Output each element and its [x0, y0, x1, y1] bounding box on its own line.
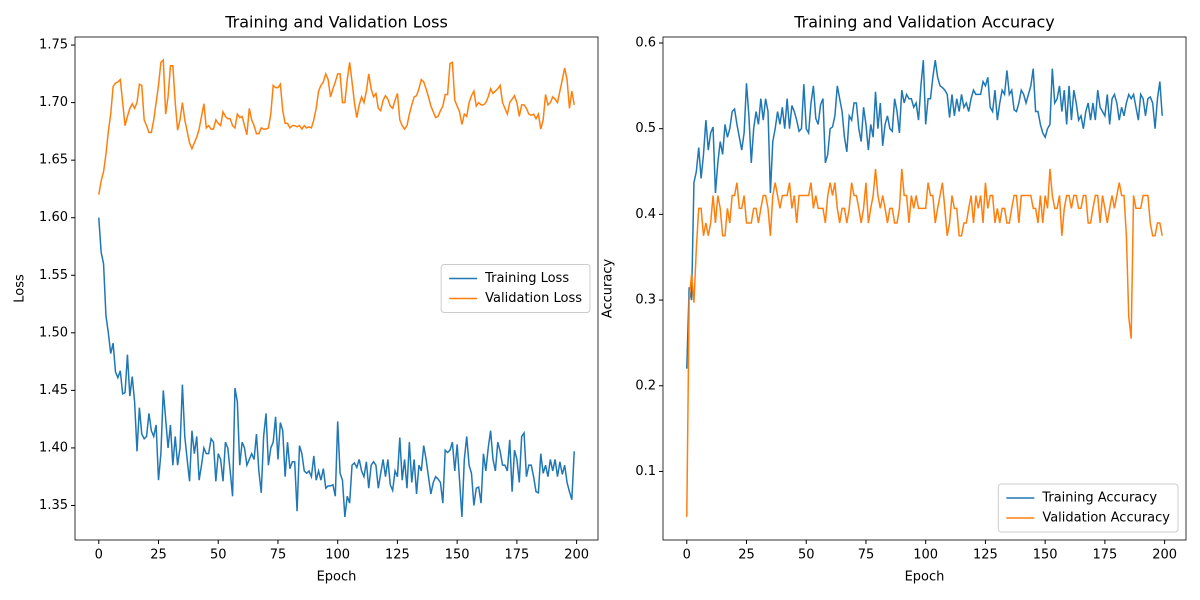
y-axis-label: Accuracy: [601, 259, 616, 319]
x-tick-label: 25: [738, 548, 755, 563]
x-axis-label: Epoch: [905, 570, 945, 585]
legend-box: [440, 264, 591, 313]
axes-frame: [662, 36, 1187, 541]
x-tick-label: 25: [150, 548, 167, 563]
legend-label: Training Accuracy: [1041, 491, 1157, 506]
series-line: [98, 58, 575, 195]
x-tick-label: 0: [95, 548, 103, 563]
y-tick-label: 1.40: [39, 440, 68, 455]
y-tick-label: 1.75: [39, 38, 68, 53]
y-tick-label: 1.45: [39, 383, 68, 398]
x-tick-label: 75: [858, 548, 875, 563]
x-tick-label: 200: [1152, 548, 1177, 563]
y-tick-label: 1.60: [39, 210, 68, 225]
legend: Training Loss Validation Loss: [440, 264, 591, 313]
legend: Training Accuracy Validation Accuracy: [997, 483, 1179, 533]
x-tick-label: 50: [798, 548, 815, 563]
x-tick-label: 125: [385, 548, 410, 563]
x-tick-label: 100: [913, 548, 938, 563]
legend-label: Training Loss: [484, 271, 569, 286]
chart-title: Training and Validation Loss: [224, 13, 448, 32]
legend-label: Validation Loss: [485, 291, 582, 306]
y-tick-label: 0.5: [635, 121, 656, 136]
chart-title: Training and Validation Accuracy: [793, 13, 1055, 32]
y-tick-label: 0.3: [635, 293, 656, 308]
y-tick-label: 1.70: [39, 95, 68, 110]
series-line: [686, 60, 1163, 369]
x-tick-label: 50: [210, 548, 227, 563]
y-tick-label: 0.1: [635, 464, 656, 479]
x-tick-label: 150: [1033, 548, 1058, 563]
x-tick-label: 125: [973, 548, 998, 563]
x-tick-label: 175: [1092, 548, 1117, 563]
y-tick-label: 1.55: [39, 268, 68, 283]
x-tick-label: 100: [325, 548, 350, 563]
y-tick-label: 0.6: [635, 35, 656, 50]
y-tick-label: 1.35: [39, 498, 68, 513]
y-tick-label: 0.4: [635, 207, 656, 222]
x-tick-label: 175: [504, 548, 529, 563]
axes-frame: [74, 36, 599, 541]
legend-label: Validation Accuracy: [1042, 511, 1170, 526]
legend-box: [997, 483, 1179, 533]
y-axis-label: Loss: [13, 274, 28, 303]
x-axis-label: Epoch: [317, 570, 357, 585]
x-tick-label: 0: [683, 548, 691, 563]
x-tick-label: 200: [564, 548, 589, 563]
y-tick-label: 1.65: [39, 153, 68, 168]
plot-area: [663, 37, 1186, 540]
x-tick-label: 75: [270, 548, 287, 563]
series-line: [686, 168, 1163, 517]
y-tick-label: 1.50: [39, 325, 68, 340]
x-tick-label: 150: [445, 548, 470, 563]
y-tick-label: 0.2: [635, 378, 656, 393]
series-line: [98, 217, 575, 518]
